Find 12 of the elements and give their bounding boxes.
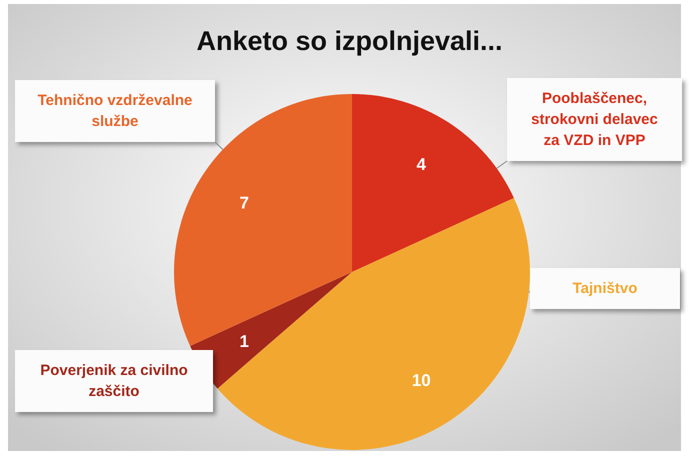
pie-slice — [190, 272, 352, 389]
data-label: 10 — [412, 370, 431, 390]
slice-label: Poverjenik za civilno zaščito — [40, 362, 188, 400]
pie-slice — [217, 198, 530, 450]
data-label: 7 — [239, 194, 249, 213]
data-label: 4 — [416, 155, 427, 174]
data-label: 1 — [239, 332, 249, 352]
slice-label: Tehnično vzdrževalne službe — [38, 92, 192, 130]
slice-label: Pooblaščenec, strokovni delavec za VZD in VPP — [531, 90, 658, 149]
slice-label: Tajništvo — [572, 280, 638, 297]
chart-title: Anketo so izpolnjevali... — [196, 26, 503, 56]
pie-slice — [352, 94, 514, 272]
